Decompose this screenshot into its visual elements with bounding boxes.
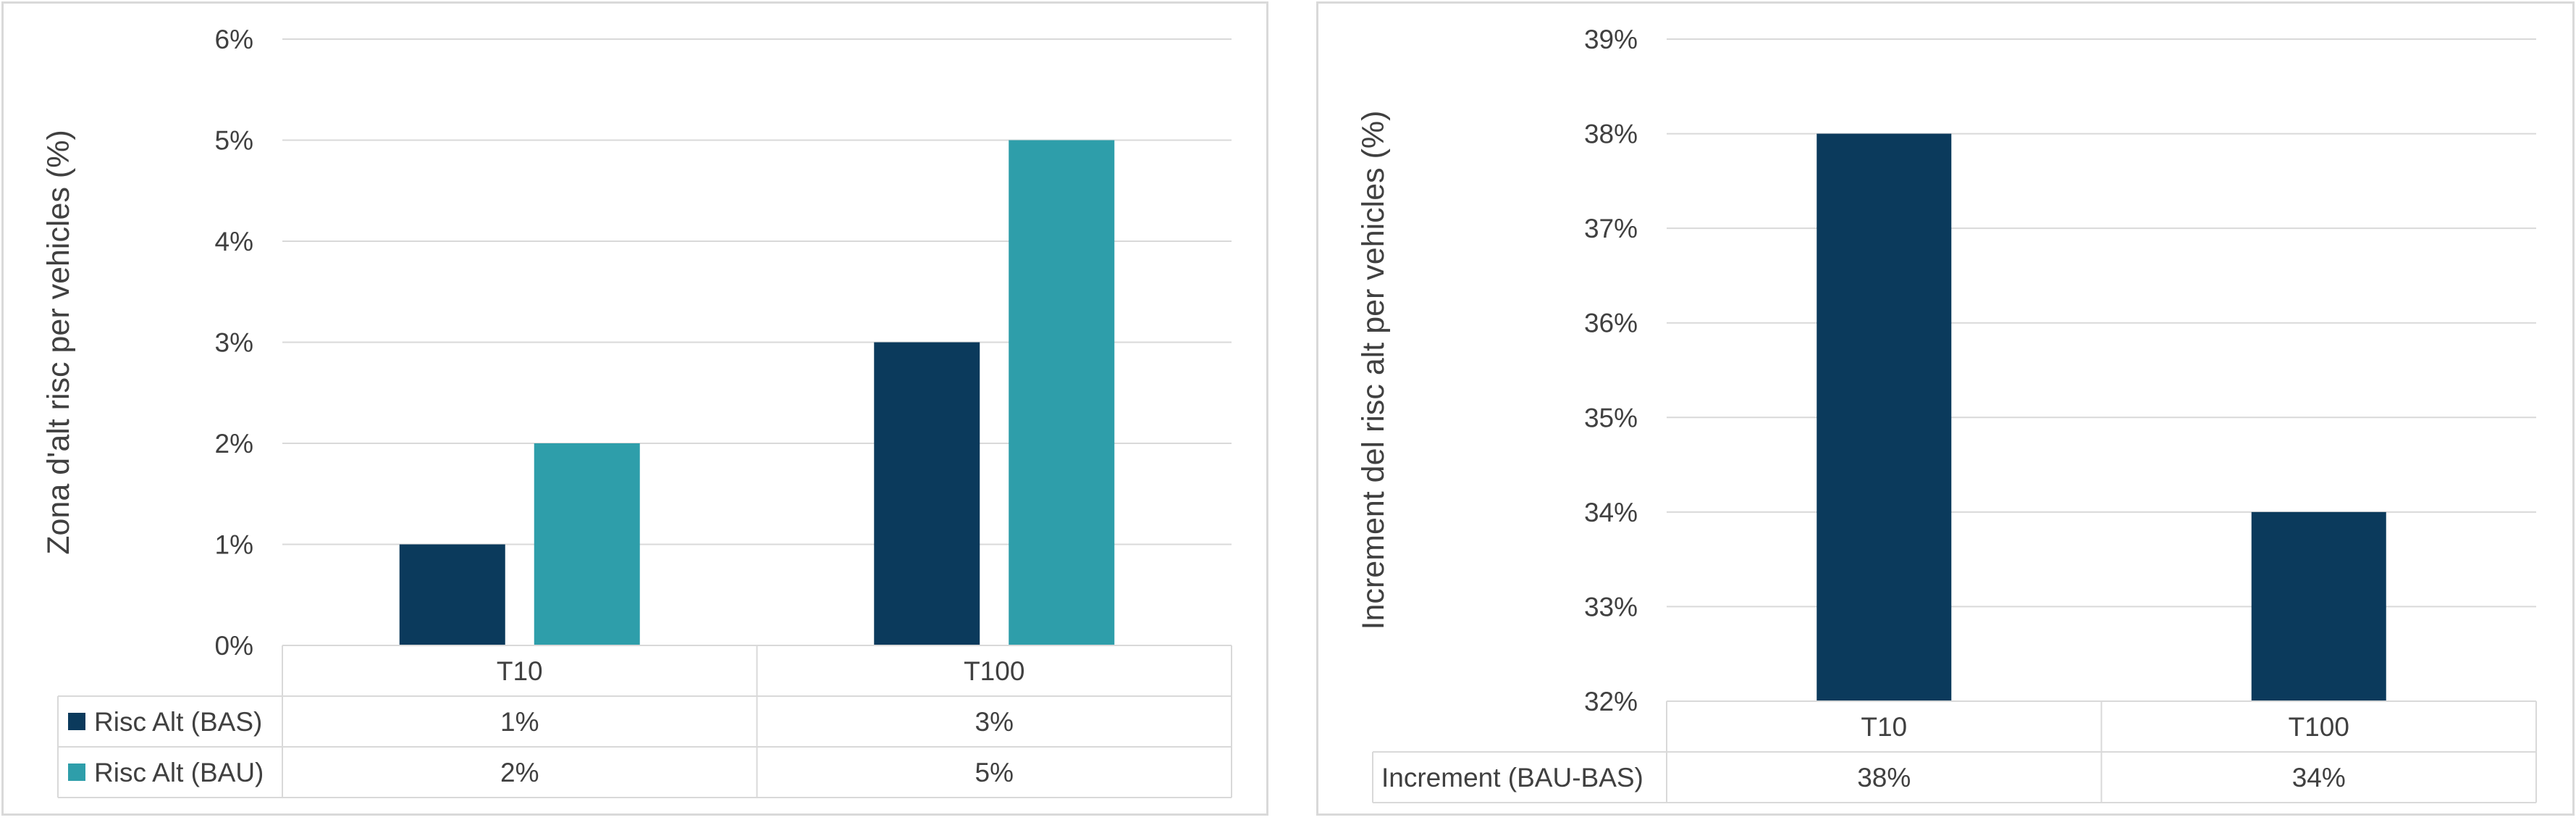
legend-label: Increment (BAU-BAS)	[1381, 763, 1643, 792]
x-category-label: T100	[964, 656, 1024, 686]
y-axis-title: Increment del risc alt per vehicles (%)	[1356, 111, 1391, 630]
bar-increment-bau-bas--t100	[2251, 511, 2386, 701]
bar-increment-bau-bas--t10	[1817, 133, 1952, 702]
legend-swatch	[68, 713, 85, 730]
legend-swatch	[68, 763, 85, 781]
y-tick-label: 36%	[1584, 309, 1638, 338]
bar-risc-alt-bau--t10	[534, 443, 640, 645]
bar-risc-alt-bas--t100	[874, 342, 980, 645]
data-label: 38%	[1857, 763, 1911, 792]
y-axis-title: Zona d'alt risc per vehicles (%)	[41, 130, 76, 555]
bar-risc-alt-bau--t100	[1009, 140, 1115, 645]
y-tick-label: 37%	[1584, 214, 1638, 243]
x-category-label: T100	[2289, 712, 2349, 742]
left-bar-chart: 0% 1% 2% 3% 4% 5% 6% T10 T100 Risc Alt (BAS) 1% 3% R…	[41, 25, 1232, 798]
legend-label: Risc Alt (BAS)	[94, 707, 262, 737]
x-category-label: T10	[497, 656, 543, 686]
data-label: 34%	[2292, 763, 2346, 792]
data-label: 3%	[975, 707, 1014, 737]
y-tick-label: 1%	[215, 530, 253, 560]
bar-risc-alt-bas--t10	[399, 544, 505, 645]
y-tick-label: 38%	[1584, 120, 1638, 149]
legend-label: Risc Alt (BAU)	[94, 758, 264, 787]
y-tick-label: 3%	[215, 328, 253, 358]
y-tick-label: 34%	[1584, 498, 1638, 527]
y-tick-label: 32%	[1584, 687, 1638, 716]
y-tick-label: 35%	[1584, 403, 1638, 432]
data-label: 2%	[500, 758, 539, 787]
y-tick-label: 5%	[215, 126, 253, 156]
data-label: 5%	[975, 758, 1014, 787]
y-tick-label: 6%	[215, 25, 253, 54]
left-chart-panel: 0% 1% 2% 3% 4% 5% 6% T10 T100 Risc Alt (BAS) 1% 3% R…	[1, 1, 1268, 816]
y-tick-label: 0%	[215, 631, 253, 661]
right-chart-panel: 32% 33% 34% 35% 36% 37% 38% 39% T10 T100 Increment…	[1316, 1, 2575, 816]
y-tick-label: 4%	[215, 227, 253, 256]
data-label: 1%	[500, 707, 539, 737]
x-category-label: T10	[1861, 712, 1907, 742]
y-tick-label: 33%	[1584, 592, 1638, 622]
y-tick-label: 39%	[1584, 25, 1638, 54]
y-tick-label: 2%	[215, 429, 253, 459]
right-bar-chart: 32% 33% 34% 35% 36% 37% 38% 39% T10 T100 Increment…	[1356, 25, 2537, 803]
